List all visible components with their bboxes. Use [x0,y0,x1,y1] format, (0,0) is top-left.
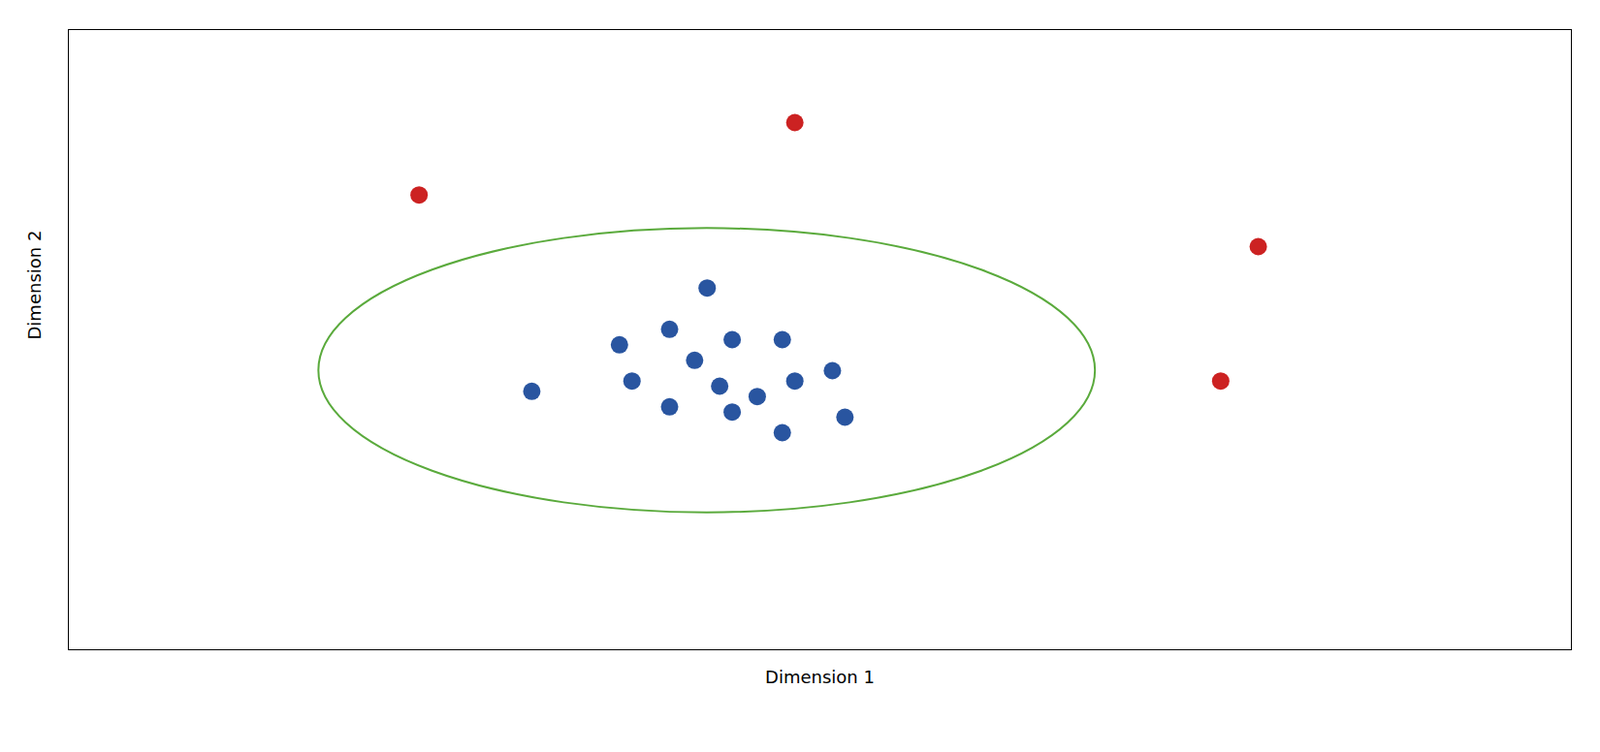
svg-text:Dimension 2: Dimension 2 [24,230,45,341]
svg-text:Dimension 1: Dimension 1 [765,667,875,688]
